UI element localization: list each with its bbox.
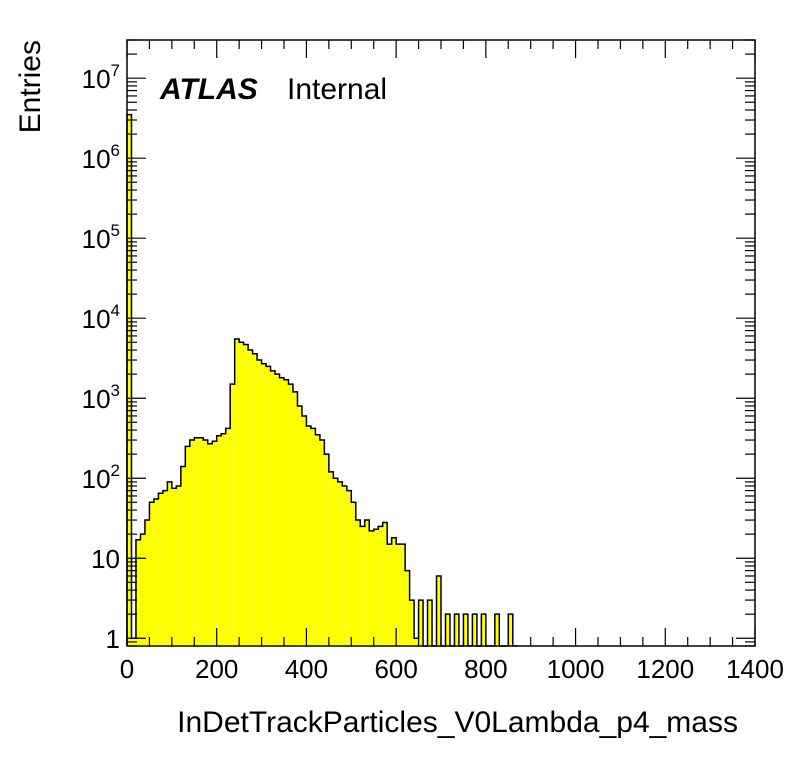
histogram-bin [414, 638, 419, 646]
x-axis-label: InDetTrackParticles_V0Lambda_p4_mass [177, 706, 738, 739]
histogram-bin [342, 485, 347, 646]
histogram-bin [494, 614, 500, 646]
histogram-bin [301, 415, 307, 646]
histogram-bin [149, 502, 154, 646]
histogram-bin [162, 490, 168, 646]
histogram-bin [306, 425, 311, 646]
histogram-bars [127, 114, 513, 646]
histogram-bin [127, 114, 132, 646]
histogram-bin [135, 539, 141, 646]
histogram-bin [387, 544, 392, 646]
histogram-bin [463, 614, 468, 646]
histogram-bin [230, 384, 235, 646]
histogram-bin [315, 434, 320, 646]
histogram-bin [185, 446, 190, 646]
histogram-bin [234, 338, 240, 646]
histogram-bin [257, 360, 262, 646]
histogram-bin [171, 488, 177, 646]
histogram-bin [472, 614, 477, 646]
histogram-bin [328, 471, 334, 646]
x-tick-label: 800 [464, 654, 507, 684]
histogram-bin [194, 437, 199, 646]
histogram-bin [364, 520, 370, 646]
histogram-bin [454, 614, 459, 646]
histogram-bin [239, 342, 244, 646]
histogram-bin [180, 466, 186, 646]
x-tick-label: 0 [120, 654, 134, 684]
histogram-bin [297, 405, 302, 646]
histogram-bin [189, 440, 195, 646]
atlas-label: ATLAS [159, 73, 258, 106]
histogram-bin [346, 490, 352, 646]
axis-ticks [126, 39, 756, 647]
histogram-bin [396, 544, 401, 646]
histogram-bin [140, 534, 145, 646]
histogram-bin [508, 614, 513, 646]
y-axis-label: Entries [14, 40, 47, 133]
y-tick-label: 106 [82, 141, 120, 174]
histogram-bin [225, 428, 231, 646]
histogram-bin [369, 530, 374, 646]
histogram-bin [405, 570, 410, 646]
histogram-bin [337, 481, 343, 646]
histogram-bin [418, 600, 424, 646]
histogram-bin [284, 379, 289, 646]
histogram-bin [351, 502, 356, 646]
x-tick-label: 600 [374, 654, 417, 684]
histogram-bin [261, 363, 267, 646]
histogram-bin [382, 522, 388, 646]
x-tick-label: 1400 [726, 654, 784, 684]
histogram-bin [221, 433, 226, 646]
histogram-bin [212, 441, 217, 646]
histogram-bin [266, 366, 271, 646]
histogram-bin [248, 350, 253, 646]
tick-labels: 0 200 400 600 800 1000 1200 1400 1 10 102 103 104 105… [82, 61, 784, 684]
y-tick-label: 102 [82, 461, 120, 494]
y-tick-label: 107 [82, 61, 120, 94]
x-tick-label: 1200 [636, 654, 694, 684]
histogram-bin [400, 544, 406, 646]
histogram-bin [436, 575, 441, 646]
y-tick-label: 103 [82, 381, 120, 414]
histogram-bin [324, 454, 329, 646]
x-tick-label: 1000 [547, 654, 605, 684]
histogram-bin [481, 614, 486, 646]
histogram-bin [198, 437, 204, 646]
histogram-bin [252, 353, 258, 646]
histogram-bin [409, 600, 415, 646]
histogram-bin [292, 391, 298, 646]
histogram-bin [360, 526, 365, 646]
histogram-bin [207, 443, 213, 646]
histogram-bin [243, 344, 249, 646]
x-tick-label: 200 [195, 654, 238, 684]
y-tick-label: 105 [82, 221, 120, 254]
y-tick-label: 10 [91, 544, 120, 574]
histogram-bin [319, 440, 325, 646]
histogram-bin [445, 614, 450, 646]
histogram-bin [333, 478, 338, 646]
histogram-bin [378, 526, 383, 646]
histogram-bin [275, 374, 280, 646]
histogram-bin [176, 485, 181, 646]
histogram-bin [355, 520, 361, 646]
histogram-bin [391, 537, 397, 646]
histogram-bin [279, 377, 284, 646]
histogram-bin [158, 493, 163, 646]
histogram-bin [373, 529, 379, 646]
histogram-bin [153, 498, 159, 646]
y-tick-label: 104 [82, 301, 120, 334]
histogram-bin [203, 440, 208, 646]
y-tick-label: 1 [106, 624, 120, 654]
internal-label: Internal [287, 73, 387, 106]
histogram-bin [427, 600, 433, 646]
histogram-outline [126, 113, 518, 647]
histogram-bin [288, 384, 293, 646]
x-tick-label: 400 [285, 654, 328, 684]
histogram-bin [310, 428, 316, 646]
histogram-bin [216, 435, 222, 646]
histogram-bin [144, 520, 150, 646]
histogram-bin [167, 481, 172, 646]
histogram-bin [270, 370, 276, 646]
